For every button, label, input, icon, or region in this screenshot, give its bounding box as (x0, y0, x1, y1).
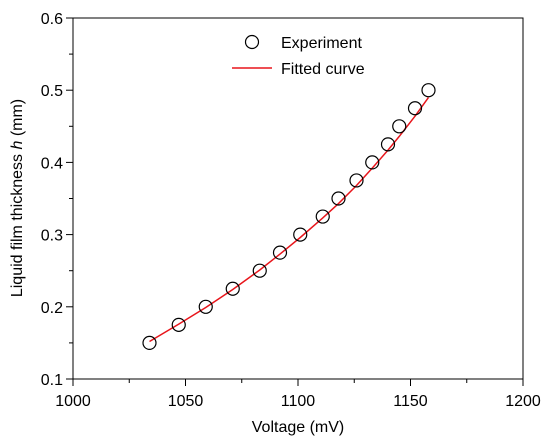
y-axis-title-variable: h (9, 141, 26, 150)
y-axis-title: Liquid film thickness h (mm) (9, 99, 26, 297)
legend: Experiment Fitted curve (232, 34, 365, 78)
experiment-point (198, 299, 213, 314)
x-tick-label: 1100 (281, 393, 316, 410)
y-ticks (66, 17, 73, 380)
x-tick-label: 1000 (55, 393, 91, 410)
experiment-point (293, 227, 308, 242)
experiment-point (380, 137, 396, 152)
legend-experiment-marker (244, 34, 260, 50)
experiment-point (365, 155, 380, 170)
y-tick-labels: 0.1 0.2 0.3 0.4 0.5 0.6 (41, 11, 63, 389)
experiment-point (272, 245, 288, 260)
experiment-point (142, 335, 157, 350)
x-tick-label: 1050 (168, 393, 204, 410)
x-tick-labels: 1000 1050 1100 1150 1200 (55, 393, 541, 410)
experiment-point (407, 101, 423, 116)
experiment-point (171, 317, 186, 332)
legend-fitted-curve-label: Fitted curve (281, 61, 365, 78)
y-tick-label: 0.6 (41, 11, 63, 28)
x-axis-title: Voltage (mV) (252, 419, 344, 436)
y-tick-label: 0.5 (41, 83, 63, 100)
x-tick-label: 1200 (505, 393, 541, 410)
experiment-point (392, 119, 407, 134)
experiment-point (331, 191, 346, 206)
y-tick-label: 0.1 (41, 372, 63, 389)
experiment-point (315, 209, 330, 224)
experiment-point (421, 83, 436, 98)
y-tick-label: 0.3 (41, 228, 63, 245)
fitted-curve-line (149, 96, 430, 343)
x-tick-label: 1150 (393, 393, 428, 410)
y-tick-label: 0.4 (41, 155, 63, 172)
experiment-points (142, 83, 436, 350)
y-axis-title-prefix: Liquid film thickness (9, 150, 26, 298)
y-axis-title-suffix: (mm) (9, 99, 26, 141)
experiment-point (225, 281, 240, 296)
experiment-point (349, 173, 364, 188)
plot-area (66, 17, 524, 386)
x-ticks (72, 379, 524, 386)
y-tick-label: 0.2 (41, 300, 63, 317)
experiment-point (252, 263, 267, 278)
legend-experiment-label: Experiment (281, 35, 362, 52)
